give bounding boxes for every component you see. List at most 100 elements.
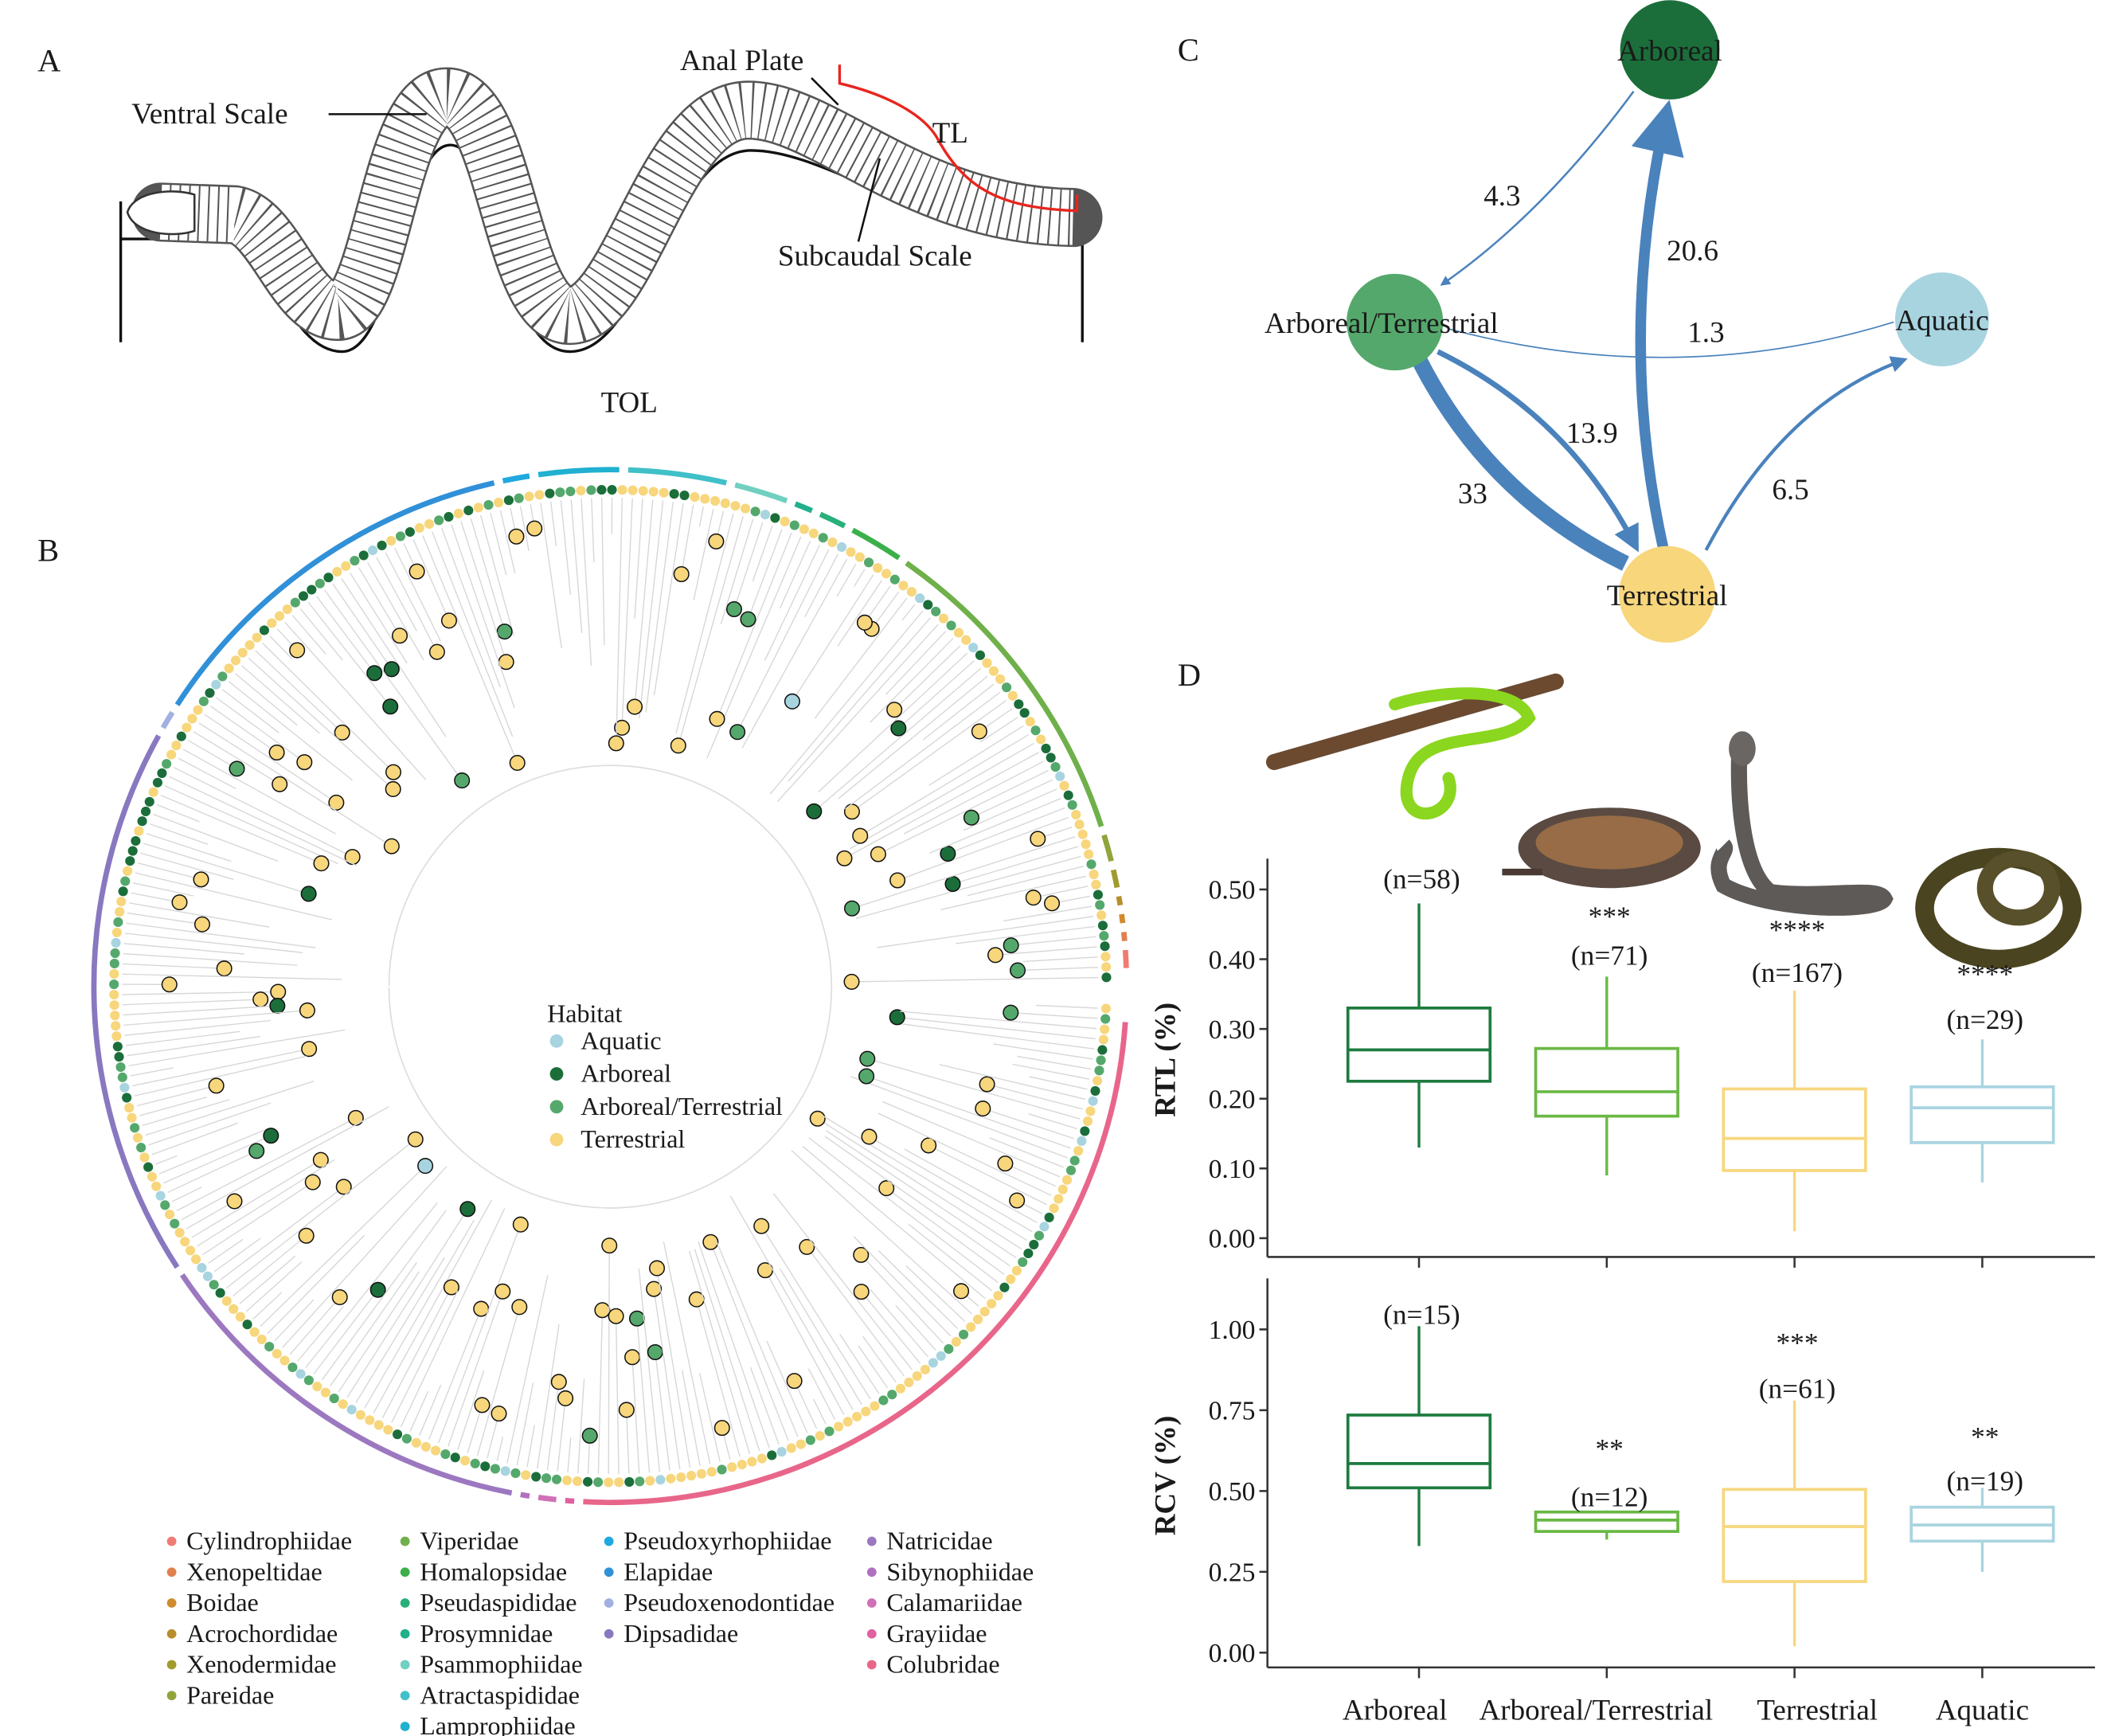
tip-habitat-dot xyxy=(298,591,309,601)
tree-branch xyxy=(364,1219,475,1409)
tree-branch xyxy=(198,722,393,847)
family-legend-dot xyxy=(604,1598,614,1608)
tip-habitat-dot xyxy=(365,1415,375,1425)
tip-habitat-dot xyxy=(110,948,120,958)
tree-branch xyxy=(904,1148,1038,1224)
ancestral-state-node xyxy=(417,1158,434,1175)
family-legend-dot xyxy=(166,1598,177,1608)
tip-habitat-dot xyxy=(915,593,925,604)
ancestral-state-node xyxy=(193,916,210,933)
box-iqr-1 xyxy=(1534,1046,1679,1118)
tip-habitat-dot xyxy=(235,1312,245,1322)
ancestral-state-node xyxy=(268,744,285,761)
ancestral-state-node xyxy=(301,1041,318,1058)
tree-branch xyxy=(851,976,1099,983)
tree-branch xyxy=(675,513,734,734)
habitat-legend-title: Habitat xyxy=(547,999,622,1028)
tree-branch xyxy=(747,529,783,620)
tree-branch xyxy=(1010,1011,1098,1019)
tip-habitat-dot xyxy=(624,1476,635,1488)
tree-branch xyxy=(126,922,316,948)
tl-label: TL xyxy=(932,117,968,150)
tip-habitat-dot xyxy=(666,1473,676,1484)
tip-habitat-dot xyxy=(494,497,504,508)
tip-habitat-dot xyxy=(267,618,277,628)
tip-habitat-dot xyxy=(1057,1184,1068,1194)
tip-habitat-dot xyxy=(144,796,154,807)
tree-branch xyxy=(850,1076,1068,1159)
tree-branch xyxy=(467,1405,483,1453)
ancestral-state-node xyxy=(673,565,690,583)
habitat-legend-label: Arboreal xyxy=(580,1059,671,1088)
tip-habitat-dot xyxy=(323,573,334,583)
tip-habitat-dot xyxy=(852,1411,862,1422)
habitat-legend-dot xyxy=(549,1067,564,1081)
tree-branch xyxy=(409,1390,429,1432)
family-legend-dot xyxy=(866,1660,877,1670)
ancestral-state-node xyxy=(454,772,471,789)
tree-branch xyxy=(663,1241,711,1464)
tree-branch xyxy=(136,1085,217,1107)
family-legend-label: Pseudaspididae xyxy=(420,1588,577,1617)
node-arboreal xyxy=(1620,0,1720,100)
family-arc-elapidae xyxy=(174,480,495,706)
family-arc-dipsadidae xyxy=(91,734,180,1269)
tip-habitat-dot xyxy=(531,1472,541,1482)
family-legend-label: Xenodermidae xyxy=(186,1650,336,1679)
tree-branch xyxy=(332,584,393,670)
tree-branch xyxy=(971,779,1053,819)
ancestral-state-node xyxy=(628,1310,645,1327)
y-tick-label: 0.30 xyxy=(1209,1015,1256,1045)
tip-habitat-dot xyxy=(551,1474,562,1484)
family-legend-label: Atractaspididae xyxy=(420,1680,580,1709)
tree-branch xyxy=(823,1115,1028,1241)
tip-habitat-dot xyxy=(197,1263,207,1273)
tree-branch xyxy=(881,1101,1060,1178)
tree-branch xyxy=(131,892,180,903)
tree-branch xyxy=(681,504,694,575)
tree-branch xyxy=(122,973,342,980)
tip-habitat-dot xyxy=(1085,1106,1096,1116)
tip-habitat-dot xyxy=(315,578,325,588)
family-arc-psammophiidae xyxy=(734,482,788,504)
tree-branch xyxy=(140,852,234,880)
tip-habitat-dot xyxy=(1100,1003,1111,1014)
tip-habitat-dot xyxy=(414,522,424,533)
tip-habitat-dot xyxy=(881,569,892,579)
tip-habitat-dot xyxy=(205,688,215,698)
family-legend-dot xyxy=(866,1536,877,1546)
tip-habitat-dot xyxy=(1044,1212,1054,1222)
tip-habitat-dot xyxy=(1099,931,1109,941)
tip-habitat-dot xyxy=(193,705,203,715)
ancestral-state-node xyxy=(708,533,725,549)
tip-habitat-dot xyxy=(1093,890,1103,900)
tree-branch xyxy=(197,1159,335,1247)
tip-habitat-dot xyxy=(176,731,186,741)
tip-habitat-dot xyxy=(1030,725,1041,736)
tip-habitat-dot xyxy=(460,1456,471,1466)
tree-branch xyxy=(537,1324,560,1469)
y-tick-label: 1.00 xyxy=(1209,1316,1256,1345)
tree-branch xyxy=(178,757,236,790)
tree-branch xyxy=(720,518,754,624)
sample-size-label: (n=71) xyxy=(1571,939,1648,971)
tip-habitat-dot xyxy=(873,563,883,573)
tree-branch xyxy=(591,498,595,563)
ancestral-state-node xyxy=(886,702,903,718)
tip-habitat-dot xyxy=(1101,962,1112,972)
box-iqr-3 xyxy=(1910,1085,2055,1144)
ancestral-state-node xyxy=(508,528,525,545)
tree-branch xyxy=(837,580,882,647)
tip-habitat-dot xyxy=(961,635,971,645)
ancestral-state-node xyxy=(1003,937,1019,954)
tree-branch xyxy=(216,697,305,763)
ancestral-state-node xyxy=(252,991,269,1008)
tree-branch xyxy=(1010,936,1096,946)
tip-habitat-dot xyxy=(655,1475,666,1485)
tip-habitat-dot xyxy=(1101,972,1112,983)
tree-branch xyxy=(142,1099,230,1127)
family-legend-dot xyxy=(166,1628,177,1639)
tip-habitat-dot xyxy=(524,491,534,502)
y-tick-label: 0.25 xyxy=(1209,1558,1256,1588)
y-axis-label: RTL (%) xyxy=(1149,1003,1182,1117)
